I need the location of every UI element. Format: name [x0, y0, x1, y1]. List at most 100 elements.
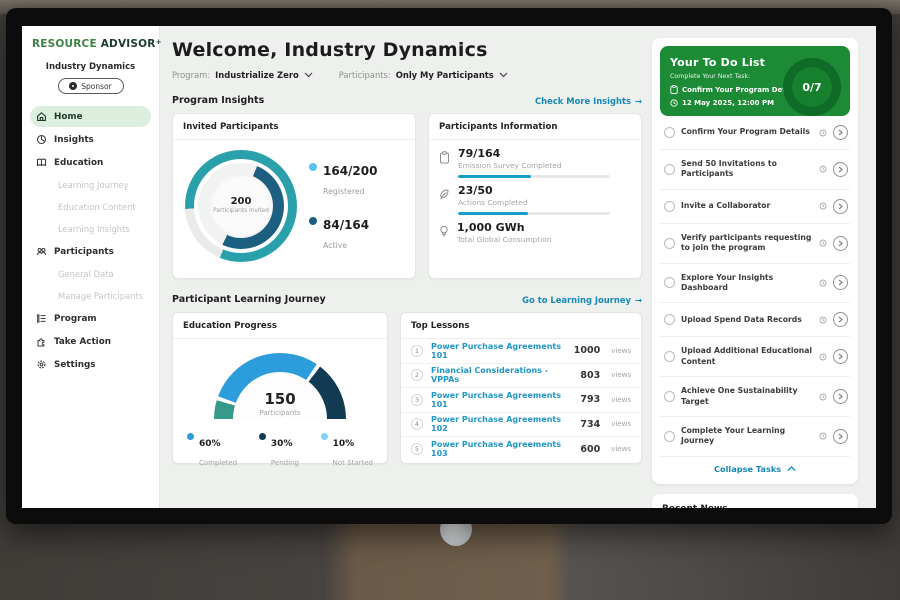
sidebar-item-home[interactable]: Home	[30, 106, 151, 127]
task-item[interactable]: Explore Your Insights Dashboard	[660, 264, 850, 304]
todo-next-task: Confirm Your Program Details	[682, 86, 799, 94]
go-to-learning-journey-link[interactable]: Go to Learning Journey →	[522, 295, 642, 305]
lesson-link[interactable]: Power Purchase Agreements 101	[431, 342, 566, 360]
todo-due: 12 May 2025, 12:00 PM	[682, 99, 774, 107]
sidebar-item-insights[interactable]: Insights	[30, 129, 151, 150]
sponsor-label: Sponsor	[81, 82, 111, 91]
task-open-button[interactable]	[833, 162, 848, 177]
task-open-button[interactable]	[833, 349, 848, 364]
recent-news-title: Recent News	[662, 504, 848, 508]
lesson-link[interactable]: Power Purchase Agreements 102	[431, 415, 572, 433]
participants-filter[interactable]: Participants: Only My Participants	[339, 70, 508, 80]
views-suffix: views	[611, 396, 631, 404]
legend-completed: 60% Completed	[187, 431, 237, 469]
sidebar-item-education[interactable]: Education	[30, 152, 151, 173]
legend-dot-pending	[259, 433, 266, 440]
task-open-button[interactable]	[833, 199, 848, 214]
chevron-right-icon	[838, 433, 843, 440]
task-label: Explore Your Insights Dashboard	[681, 273, 813, 294]
pending-pct: 30%	[271, 439, 293, 449]
go-to-learning-journey-label: Go to Learning Journey	[522, 295, 631, 305]
task-checkbox[interactable]	[664, 391, 675, 402]
clipboard-icon	[670, 85, 678, 94]
task-checkbox[interactable]	[664, 164, 675, 175]
sidebar-item-label: General Data	[58, 269, 114, 279]
check-more-insights-link[interactable]: Check More Insights →	[535, 96, 642, 106]
sidebar-item-label: Insights	[54, 135, 94, 145]
todo-summary-card: Your To Do List Complete Your Next Task:…	[660, 46, 850, 116]
program-filter-label: Program:	[172, 70, 210, 80]
task-item[interactable]: Send 50 Invitations to Participants	[660, 150, 850, 190]
gauge-legend: 60% Completed 30% Pending 10% Not Starte…	[173, 419, 387, 469]
lesson-link[interactable]: Power Purchase Agreements 101	[431, 391, 572, 409]
participants-information-card: Participants Information 79/164 Emission…	[428, 113, 642, 279]
task-checkbox[interactable]	[664, 127, 675, 138]
not-started-pct: 10%	[333, 439, 355, 449]
task-checkbox[interactable]	[664, 238, 675, 249]
sidebar-item-education-content[interactable]: Education Content	[30, 197, 151, 217]
sidebar-item-learning-journey[interactable]: Learning Journey	[30, 175, 151, 195]
sidebar-item-settings[interactable]: Settings	[30, 354, 151, 375]
donut-center-label: Participants Invited	[213, 208, 269, 216]
top-lessons-card: Top Lessons 1 Power Purchase Agreements …	[400, 312, 642, 464]
sidebar-item-label: Education Content	[58, 202, 136, 212]
legend-active: 84/164 Active	[309, 214, 377, 252]
lesson-row: 3 Power Purchase Agreements 101 793 view…	[401, 388, 641, 413]
task-checkbox[interactable]	[664, 277, 675, 288]
chevron-right-icon	[838, 166, 843, 173]
sidebar-item-program[interactable]: Program	[30, 308, 151, 329]
sidebar-item-manage-participants[interactable]: Manage Participants	[30, 286, 151, 306]
task-item[interactable]: Invite a Collaborator	[660, 190, 850, 224]
task-label: Upload Spend Data Records	[681, 315, 813, 325]
task-open-button[interactable]	[833, 429, 848, 444]
collapse-tasks-link[interactable]: Collapse Tasks	[660, 457, 850, 478]
lesson-views: 734	[580, 419, 600, 430]
program-icon	[36, 313, 47, 324]
task-item[interactable]: Upload Spend Data Records	[660, 303, 850, 337]
chevron-right-icon	[838, 393, 843, 400]
task-item[interactable]: Achieve One Sustainability Target	[660, 377, 850, 417]
sidebar-item-label: Learning Insights	[58, 224, 130, 234]
task-item[interactable]: Upload Additional Educational Content	[660, 337, 850, 377]
todo-panel: Your To Do List Complete Your Next Task:…	[652, 38, 858, 508]
lesson-link[interactable]: Financial Considerations - VPPAs	[431, 366, 572, 384]
program-filter[interactable]: Program: Industrialize Zero	[172, 70, 313, 80]
task-checkbox[interactable]	[664, 314, 675, 325]
sponsor-icon	[69, 82, 77, 90]
chevron-up-icon	[787, 466, 796, 472]
task-item[interactable]: Confirm Your Program Details	[660, 116, 850, 150]
stat-emission-survey: 79/164 Emission Survey Completed	[439, 148, 629, 178]
sidebar-item-general-data[interactable]: General Data	[30, 264, 151, 284]
sidebar-item-learning-insights[interactable]: Learning Insights	[30, 219, 151, 239]
education-progress-title: Education Progress	[173, 313, 387, 339]
task-checkbox[interactable]	[664, 351, 675, 362]
donut-center-value: 200	[231, 196, 252, 207]
registered-value: 164/200	[323, 164, 377, 178]
task-label: Invite a Collaborator	[681, 201, 813, 211]
task-item[interactable]: Verify participants requesting to join t…	[660, 224, 850, 264]
task-open-button[interactable]	[833, 125, 848, 140]
task-open-button[interactable]	[833, 312, 848, 327]
invited-participants-card: Invited Participants 200 Participants In…	[172, 113, 416, 279]
actions-completed-label: Actions Completed	[458, 198, 610, 207]
sidebar-item-participants[interactable]: Participants	[30, 241, 151, 262]
sidebar-item-take-action[interactable]: Take Action	[30, 331, 151, 352]
lesson-rank: 4	[411, 418, 423, 430]
todo-progress-ring: 0/7	[783, 58, 841, 116]
clock-icon	[819, 239, 827, 247]
task-item[interactable]: Complete Your Learning Journey	[660, 417, 850, 457]
actions-completed-value: 23/50	[458, 185, 610, 197]
lesson-rank: 2	[411, 369, 423, 381]
bulb-icon	[439, 225, 449, 238]
task-open-button[interactable]	[833, 389, 848, 404]
lesson-link[interactable]: Power Purchase Agreements 103	[431, 440, 572, 458]
lesson-rank: 3	[411, 394, 423, 406]
lesson-views: 793	[580, 394, 600, 405]
task-open-button[interactable]	[833, 275, 848, 290]
lesson-row: 2 Financial Considerations - VPPAs 803 v…	[401, 364, 641, 389]
task-checkbox[interactable]	[664, 431, 675, 442]
task-checkbox[interactable]	[664, 201, 675, 212]
task-open-button[interactable]	[833, 236, 848, 251]
lesson-row: 1 Power Purchase Agreements 101 1000 vie…	[401, 339, 641, 364]
completed-pct: 60%	[199, 439, 221, 449]
